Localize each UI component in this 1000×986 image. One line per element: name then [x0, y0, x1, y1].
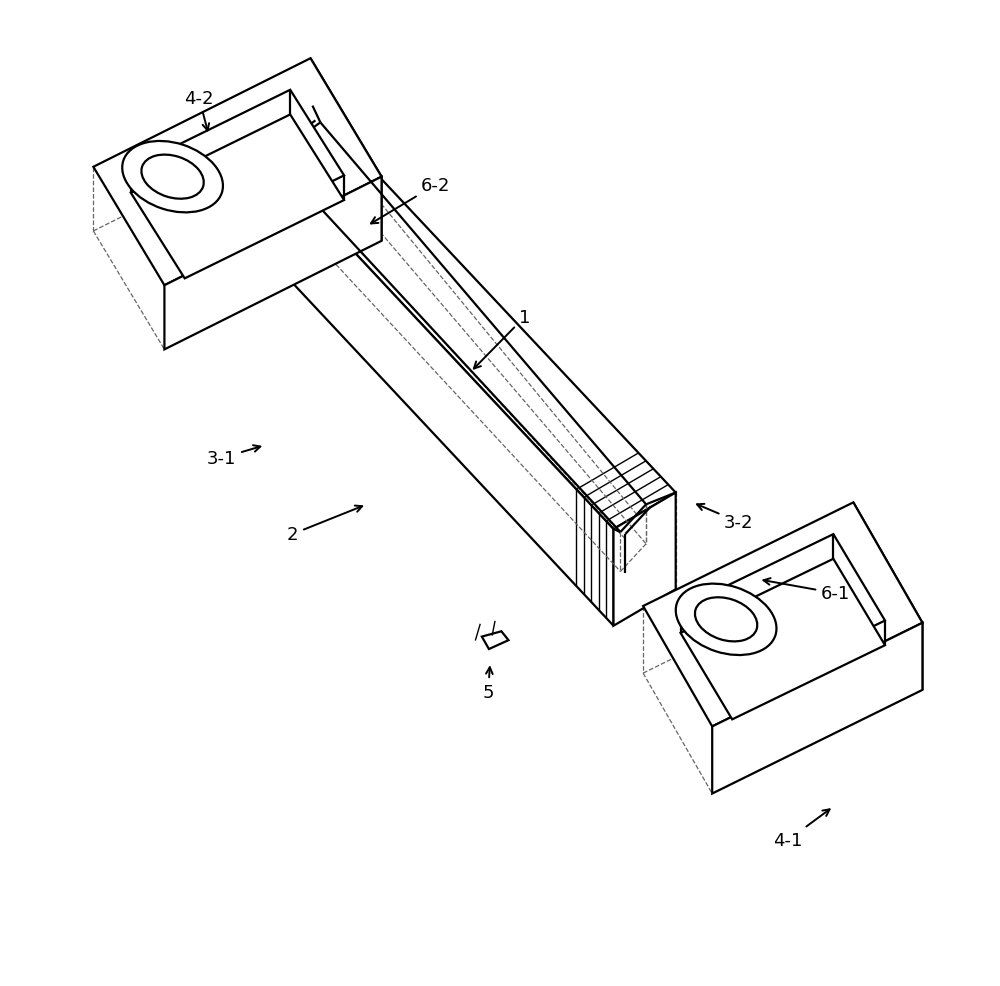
Text: 5: 5: [482, 668, 494, 701]
Polygon shape: [681, 534, 885, 695]
Text: 4-1: 4-1: [774, 810, 830, 849]
Polygon shape: [164, 177, 382, 350]
Ellipse shape: [141, 156, 204, 199]
Polygon shape: [712, 623, 922, 794]
Polygon shape: [131, 115, 344, 279]
Ellipse shape: [695, 598, 757, 642]
Polygon shape: [93, 59, 382, 286]
Text: 1: 1: [474, 309, 530, 369]
Polygon shape: [251, 106, 676, 529]
Polygon shape: [251, 143, 614, 626]
Polygon shape: [643, 503, 922, 727]
Text: 3-2: 3-2: [697, 505, 754, 531]
Polygon shape: [251, 106, 312, 240]
Text: 2: 2: [287, 506, 362, 543]
Polygon shape: [853, 503, 922, 690]
Ellipse shape: [122, 142, 223, 213]
Polygon shape: [681, 559, 885, 720]
Text: 3-1: 3-1: [207, 446, 260, 467]
Text: 6-1: 6-1: [763, 579, 850, 602]
Text: 6-2: 6-2: [371, 176, 451, 224]
Polygon shape: [614, 493, 676, 626]
Polygon shape: [482, 632, 508, 650]
Polygon shape: [310, 59, 382, 242]
Ellipse shape: [676, 584, 776, 656]
Polygon shape: [131, 91, 344, 254]
Text: 4-2: 4-2: [184, 90, 214, 131]
